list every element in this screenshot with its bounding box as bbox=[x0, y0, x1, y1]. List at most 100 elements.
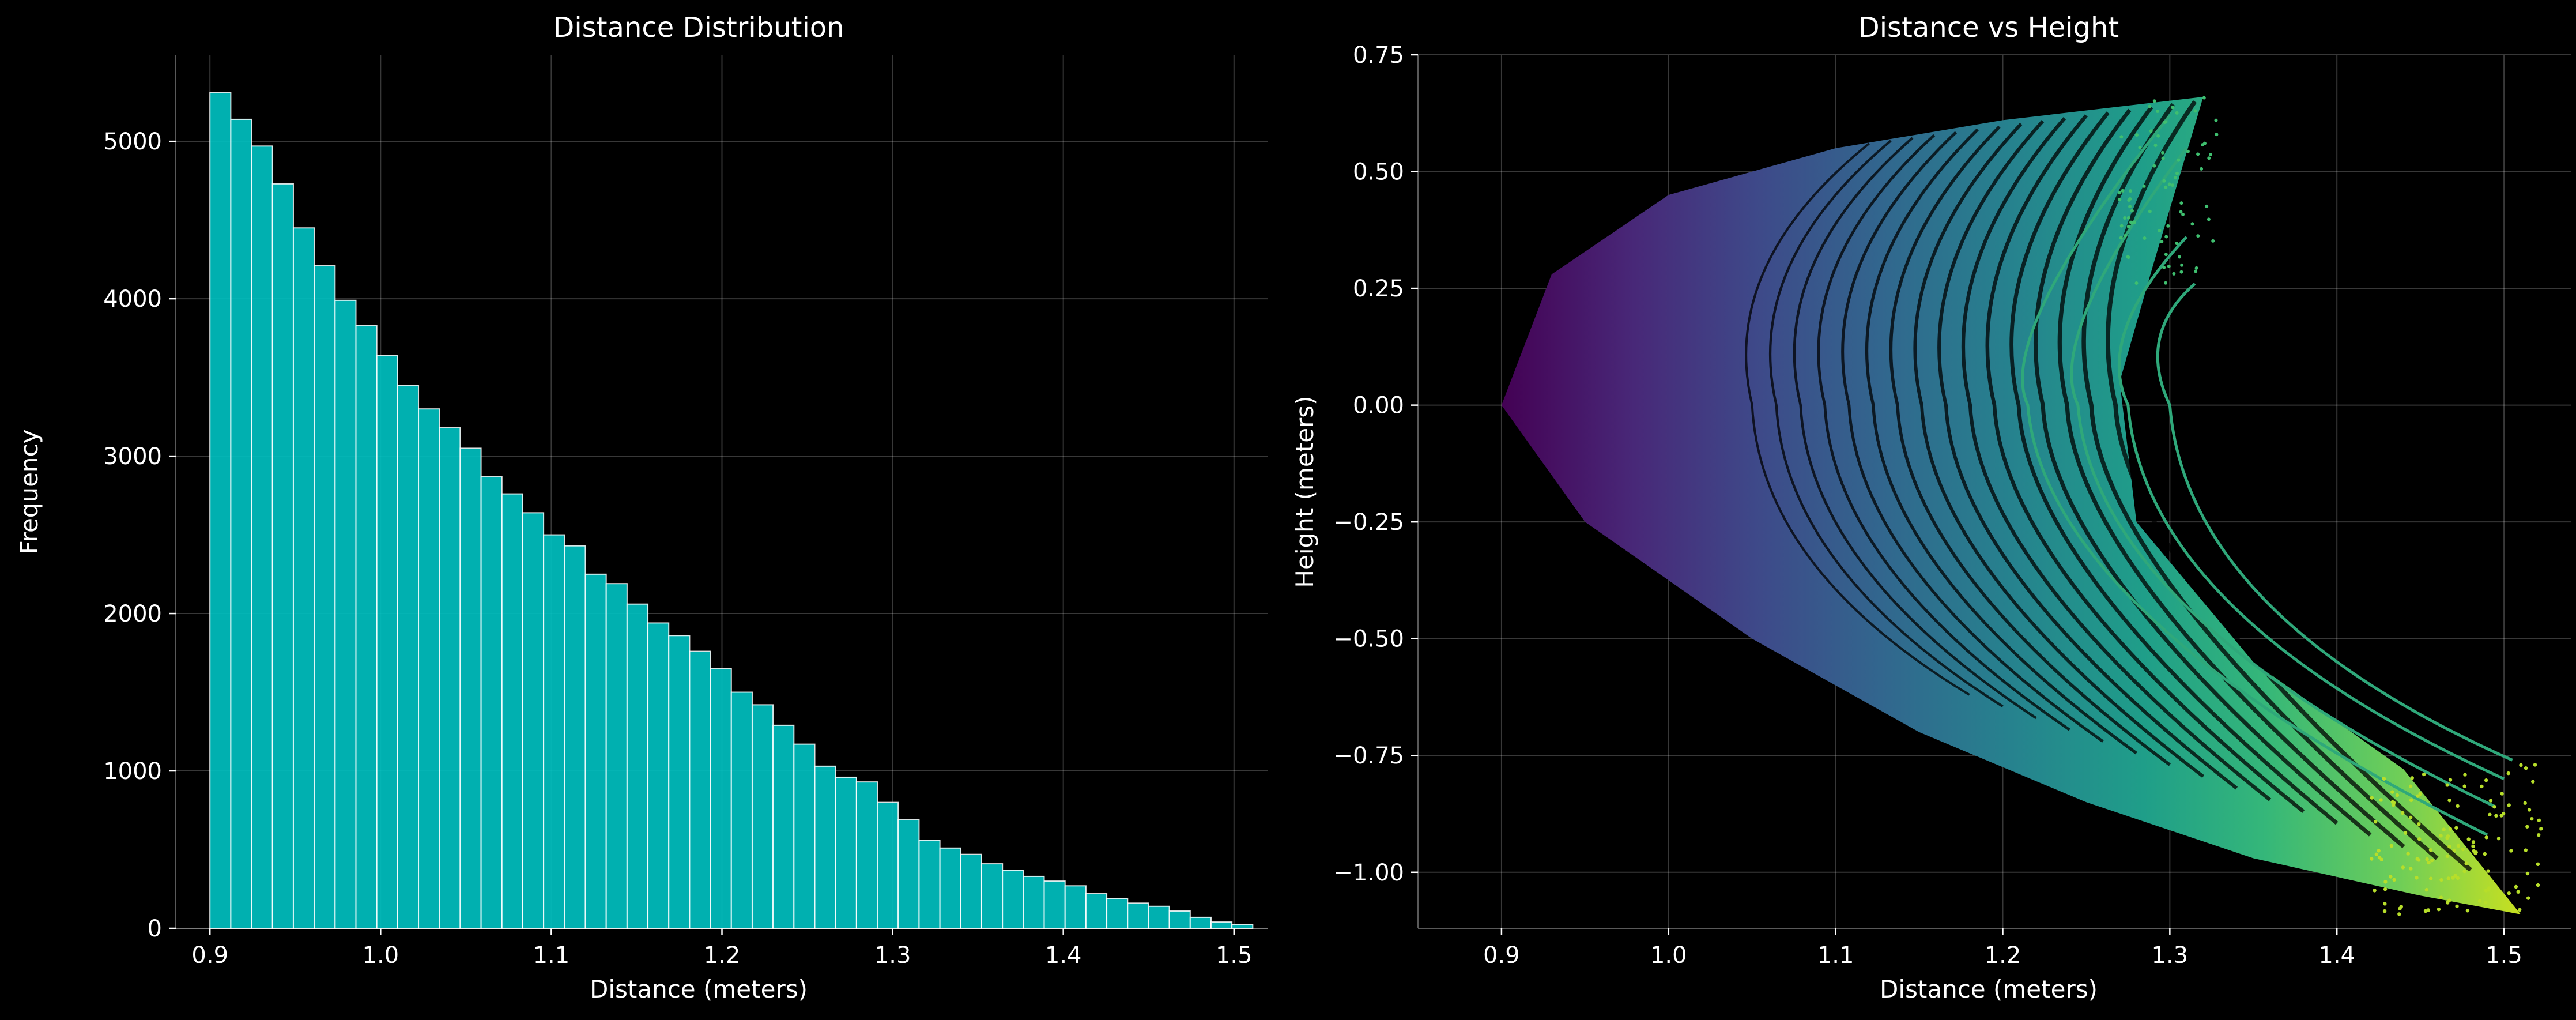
histogram-y-tick-label: 0 bbox=[148, 916, 162, 942]
scatter-point bbox=[2126, 225, 2130, 229]
histogram-bar bbox=[855, 781, 878, 929]
scatter-point bbox=[2514, 884, 2518, 889]
scatter-y-label: Height (meters) bbox=[1291, 396, 1319, 588]
scatter-point bbox=[2417, 858, 2421, 862]
scatter-point bbox=[2446, 876, 2451, 880]
scatter-point bbox=[2395, 793, 2400, 797]
scatter-point bbox=[2445, 783, 2449, 787]
scatter-point bbox=[2172, 272, 2176, 276]
scatter-panel: 0.9 1.0 1.1 1.2 1.3 1.4 1.5 0.75 0.50 0.25 0.00 −0… bbox=[1291, 12, 2571, 1003]
scatter-point bbox=[2462, 869, 2466, 874]
scatter-point bbox=[2152, 164, 2156, 168]
scatter-point bbox=[2417, 837, 2422, 841]
scatter-point bbox=[2119, 236, 2123, 240]
histogram-bar bbox=[960, 853, 982, 929]
scatter-point bbox=[2373, 889, 2377, 893]
scatter-point bbox=[2174, 176, 2178, 180]
scatter-point bbox=[2211, 239, 2215, 243]
histogram-x-tick-label: 1.0 bbox=[363, 942, 399, 969]
scatter-point bbox=[2175, 111, 2179, 115]
histogram-bar bbox=[710, 668, 732, 929]
histogram-bar bbox=[605, 583, 628, 929]
scatter-point bbox=[2126, 255, 2130, 259]
scatter-point bbox=[2179, 210, 2183, 214]
scatter-point bbox=[2121, 189, 2125, 193]
scatter-point bbox=[2456, 804, 2460, 808]
histogram-bar bbox=[522, 512, 545, 929]
histogram-y-tick-label: 3000 bbox=[103, 443, 162, 470]
scatter-point bbox=[2164, 253, 2168, 257]
scatter-point bbox=[2171, 183, 2175, 187]
scatter-point bbox=[2509, 849, 2513, 853]
histogram-bar bbox=[1002, 870, 1024, 929]
scatter-dense-cloud bbox=[1501, 96, 2521, 914]
histogram-bar bbox=[814, 765, 836, 929]
scatter-point bbox=[2409, 867, 2413, 871]
histogram-bar bbox=[626, 603, 649, 929]
scatter-point bbox=[2492, 804, 2496, 809]
scatter-band-gap bbox=[1889, 125, 2171, 766]
histogram-bar bbox=[772, 724, 795, 929]
scatter-point bbox=[2517, 908, 2522, 912]
scatter-point bbox=[2202, 96, 2206, 100]
scatter-point bbox=[2196, 152, 2200, 156]
scatter-point bbox=[2129, 189, 2133, 193]
scatter-point bbox=[2132, 220, 2136, 224]
scatter-point bbox=[2377, 855, 2382, 860]
scatter-point bbox=[2484, 901, 2488, 905]
scatter-point bbox=[2486, 869, 2490, 873]
scatter-band-gap bbox=[2033, 108, 2372, 837]
histogram-bar bbox=[209, 92, 232, 929]
histogram-bar bbox=[751, 704, 774, 929]
scatter-point bbox=[2456, 876, 2460, 880]
histogram-x-label: Distance (meters) bbox=[590, 975, 808, 1003]
histogram-bar bbox=[230, 118, 252, 929]
scatter-point bbox=[2162, 179, 2166, 183]
scatter-point bbox=[2447, 798, 2451, 803]
scatter-point bbox=[2382, 776, 2386, 781]
histogram-bar bbox=[668, 635, 691, 929]
histogram-x-tick-label: 1.1 bbox=[533, 942, 570, 969]
scatter-point bbox=[2156, 110, 2160, 114]
histogram-bar bbox=[355, 325, 378, 929]
scatter-point bbox=[2124, 234, 2128, 238]
scatter-point bbox=[2171, 106, 2175, 110]
scatter-point bbox=[2428, 876, 2433, 880]
histogram-panel: 0.9 1.0 1.1 1.2 1.3 1.4 1.5 0 1000 2000 3000 4000 5… bbox=[15, 12, 1268, 1003]
scatter-point bbox=[2526, 896, 2530, 900]
scatter-point bbox=[2392, 878, 2396, 882]
scatter-point bbox=[2138, 146, 2142, 150]
scatter-point bbox=[2445, 901, 2450, 905]
scatter-point bbox=[2437, 907, 2441, 912]
scatter-x-tick-label: 1.1 bbox=[1817, 942, 1854, 969]
scatter-point bbox=[2180, 263, 2184, 267]
scatter-point bbox=[2484, 835, 2488, 840]
histogram-bar bbox=[1023, 875, 1045, 929]
histogram-bar bbox=[314, 265, 336, 929]
scatter-point bbox=[2194, 269, 2198, 273]
scatter-point bbox=[2455, 904, 2459, 908]
histogram-bar bbox=[647, 622, 670, 929]
histogram-bar bbox=[376, 355, 398, 929]
scatter-x-tick-label: 1.5 bbox=[2486, 942, 2522, 969]
scatter-point bbox=[2536, 862, 2540, 867]
scatter-point bbox=[2164, 281, 2168, 285]
histogram-bar bbox=[459, 447, 482, 929]
scatter-point bbox=[2507, 891, 2511, 895]
histogram-bar bbox=[501, 493, 523, 929]
scatter-point bbox=[2193, 109, 2197, 113]
histogram-bar bbox=[251, 145, 273, 929]
scatter-point bbox=[2426, 908, 2430, 912]
histogram-title: Distance Distribution bbox=[553, 12, 844, 44]
scatter-point bbox=[2422, 772, 2426, 777]
histogram-x-tick-label: 1.4 bbox=[1045, 942, 1082, 969]
scatter-band-gap bbox=[1769, 140, 2004, 707]
scatter-point bbox=[2156, 134, 2160, 138]
scatter-point bbox=[2465, 909, 2470, 913]
scatter-point bbox=[2424, 887, 2429, 892]
scatter-point bbox=[2196, 234, 2200, 238]
scatter-point bbox=[2496, 836, 2501, 841]
scatter-point bbox=[2471, 844, 2475, 848]
scatter-point bbox=[2539, 827, 2543, 831]
scatter-point bbox=[2207, 217, 2211, 221]
